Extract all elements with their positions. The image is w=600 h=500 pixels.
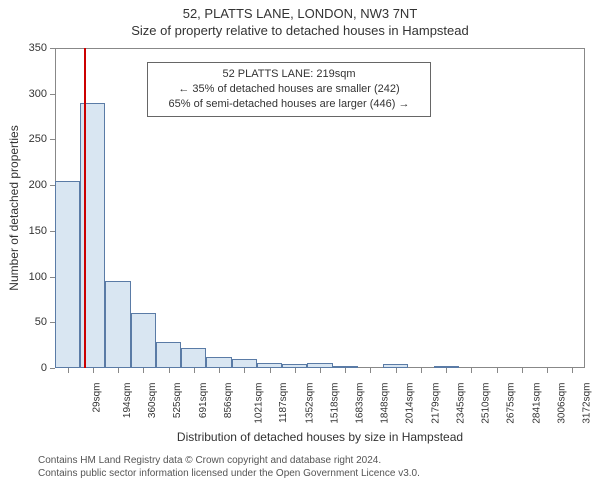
y-tick-label: 300 xyxy=(29,88,47,100)
y-tick-label: 250 xyxy=(29,133,47,145)
x-tick-label: 3006sqm xyxy=(557,383,568,424)
y-tick-label: 350 xyxy=(29,42,47,54)
y-tick-label: 150 xyxy=(29,225,47,237)
x-tick-label: 1848sqm xyxy=(380,383,391,424)
x-tick-mark xyxy=(169,368,170,373)
histogram-bar xyxy=(257,363,282,368)
x-tick-label: 1021sqm xyxy=(254,383,265,424)
y-tick-label: 200 xyxy=(29,179,47,191)
page-title: 52, PLATTS LANE, LONDON, NW3 7NT xyxy=(0,6,600,21)
annotation-line-2: ← 35% of detached houses are smaller (24… xyxy=(156,82,422,97)
annotation-line-1: 52 PLATTS LANE: 219sqm xyxy=(156,67,422,82)
x-tick-label: 856sqm xyxy=(223,383,234,419)
highlight-line xyxy=(84,48,86,368)
chart-container: Number of detached properties Distributi… xyxy=(0,38,600,448)
histogram-bar xyxy=(181,348,206,368)
x-tick-mark xyxy=(370,368,371,373)
x-tick-label: 1683sqm xyxy=(355,383,366,424)
x-tick-mark xyxy=(320,368,321,373)
histogram-bar xyxy=(105,281,130,368)
histogram-bar xyxy=(383,364,408,368)
y-tick-mark xyxy=(50,139,55,140)
x-tick-label: 2675sqm xyxy=(506,383,517,424)
histogram-bar xyxy=(232,359,257,368)
x-tick-mark xyxy=(446,368,447,373)
x-tick-label: 1518sqm xyxy=(329,383,340,424)
x-tick-mark xyxy=(572,368,573,373)
histogram-bar xyxy=(131,313,156,368)
y-tick-mark xyxy=(50,94,55,95)
x-tick-label: 691sqm xyxy=(198,383,209,419)
annotation-box: 52 PLATTS LANE: 219sqm ← 35% of detached… xyxy=(147,62,431,117)
x-tick-label: 3172sqm xyxy=(582,383,593,424)
histogram-bar xyxy=(282,364,307,368)
x-tick-label: 2345sqm xyxy=(456,383,467,424)
x-tick-label: 194sqm xyxy=(122,383,133,419)
x-tick-mark xyxy=(194,368,195,373)
annotation-line-3: 65% of semi-detached houses are larger (… xyxy=(156,97,422,112)
x-tick-label: 360sqm xyxy=(147,383,158,419)
x-tick-mark xyxy=(547,368,548,373)
y-tick-mark xyxy=(50,368,55,369)
footer: Contains HM Land Registry data © Crown c… xyxy=(0,448,600,480)
x-tick-label: 2841sqm xyxy=(531,383,542,424)
x-tick-label: 2014sqm xyxy=(405,383,416,424)
x-tick-mark xyxy=(471,368,472,373)
y-tick-label: 100 xyxy=(29,271,47,283)
x-tick-label: 29sqm xyxy=(91,383,102,413)
y-tick-mark xyxy=(50,48,55,49)
x-tick-mark xyxy=(345,368,346,373)
x-tick-mark xyxy=(396,368,397,373)
x-tick-label: 525sqm xyxy=(172,383,183,419)
x-tick-mark xyxy=(118,368,119,373)
x-tick-mark xyxy=(270,368,271,373)
x-tick-label: 2510sqm xyxy=(481,383,492,424)
x-tick-mark xyxy=(68,368,69,373)
x-tick-label: 2179sqm xyxy=(430,383,441,424)
x-tick-mark xyxy=(522,368,523,373)
x-tick-mark xyxy=(497,368,498,373)
footer-line-2: Contains public sector information licen… xyxy=(38,467,600,480)
histogram-bar xyxy=(434,366,459,368)
x-tick-mark xyxy=(244,368,245,373)
x-tick-label: 1352sqm xyxy=(304,383,315,424)
histogram-bar xyxy=(156,342,181,368)
y-axis-label: Number of detached properties xyxy=(7,125,21,290)
page-subtitle: Size of property relative to detached ho… xyxy=(0,23,600,38)
x-tick-mark xyxy=(143,368,144,373)
histogram-bar xyxy=(307,363,332,368)
x-tick-mark xyxy=(421,368,422,373)
x-axis-label: Distribution of detached houses by size … xyxy=(177,430,463,444)
y-tick-label: 50 xyxy=(35,316,47,328)
x-tick-mark xyxy=(93,368,94,373)
histogram-bar xyxy=(55,181,80,368)
y-tick-label: 0 xyxy=(41,362,47,374)
x-tick-label: 1187sqm xyxy=(278,383,289,423)
x-tick-mark xyxy=(219,368,220,373)
histogram-bar xyxy=(333,366,358,368)
histogram-bar xyxy=(206,357,231,368)
footer-line-1: Contains HM Land Registry data © Crown c… xyxy=(38,454,600,467)
x-tick-mark xyxy=(295,368,296,373)
